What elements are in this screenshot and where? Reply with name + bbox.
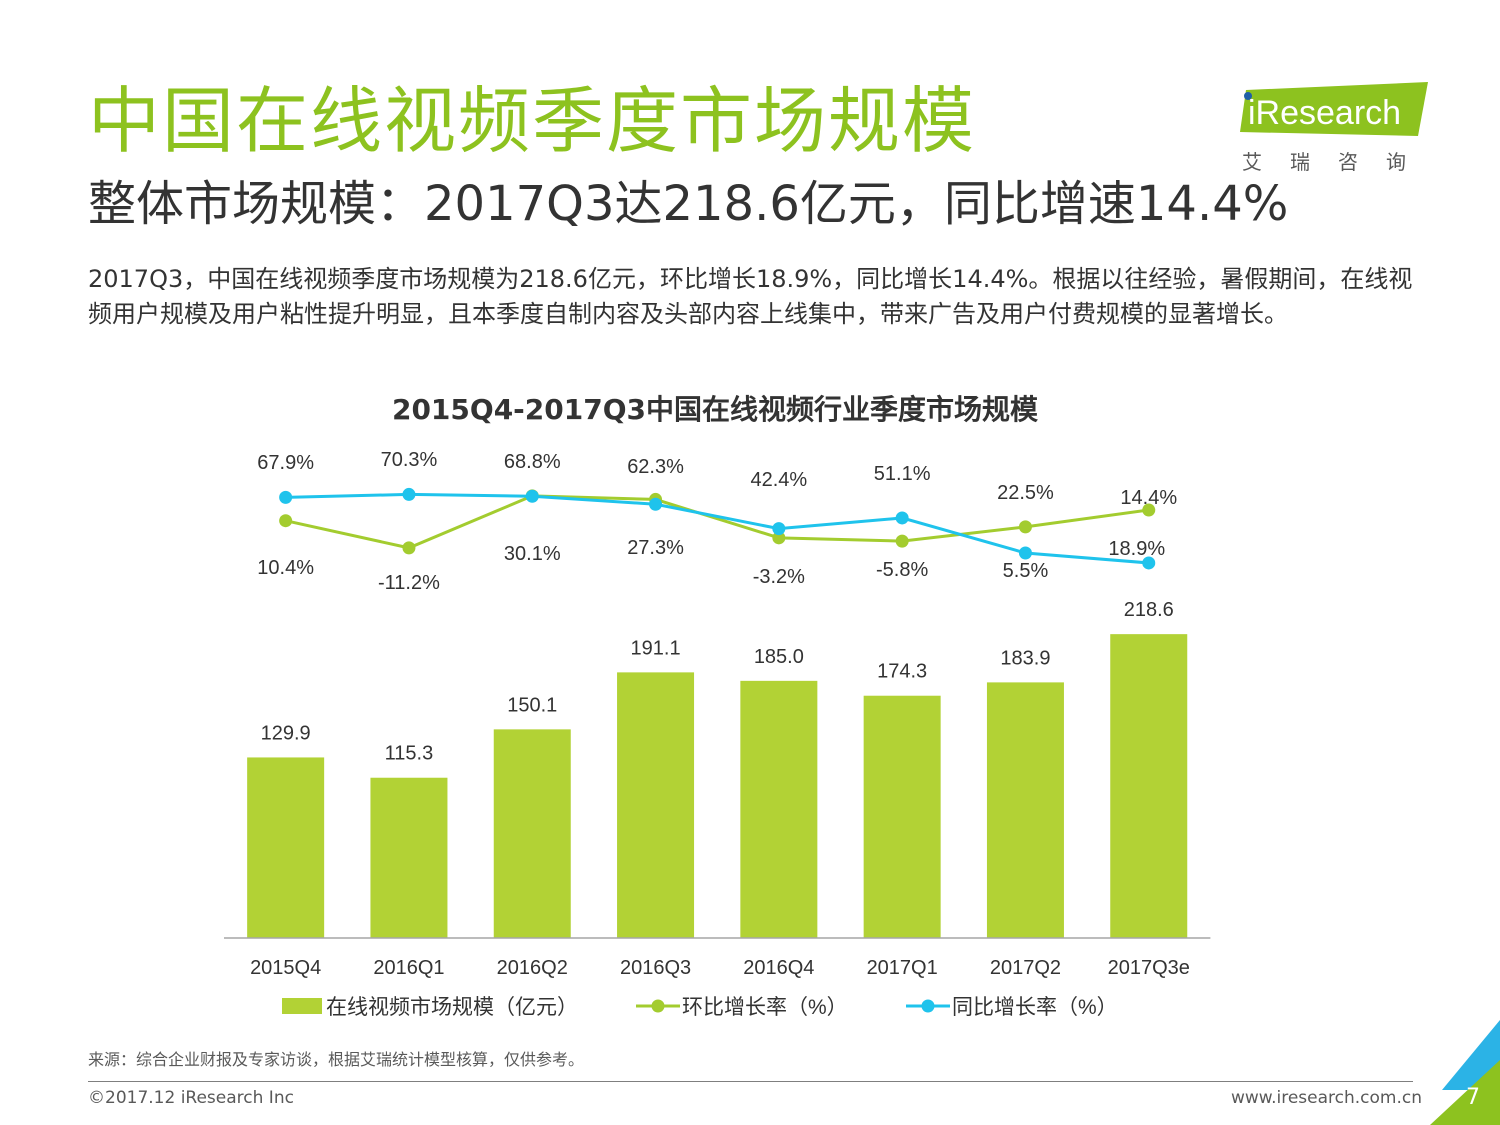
yoy-point <box>649 497 663 511</box>
yoy-value-label: 70.3% <box>381 449 438 471</box>
qoq-point <box>772 531 786 545</box>
legend-label-yoy: 同比增长率（%） <box>952 996 1118 1019</box>
qoq-value-label: 27.3% <box>627 537 684 559</box>
yoy-value-label: 62.3% <box>627 456 684 478</box>
bar-value-label: 218.6 <box>1124 599 1174 621</box>
iresearch-logo: iResearch <box>1232 82 1428 136</box>
summary-text: 2017Q3，中国在线视频季度市场规模为218.6亿元，环比增长18.9%，同比… <box>88 265 1413 328</box>
bar-value-label: 129.9 <box>261 722 311 744</box>
logo-badge-icon: iResearch <box>1240 82 1428 136</box>
bar-2017Q3e <box>1110 634 1188 938</box>
yoy-point <box>1142 556 1156 570</box>
yoy-value-label: 22.5% <box>997 482 1054 504</box>
qoq-point <box>402 541 416 555</box>
qoq-value-label: -11.2% <box>378 572 440 594</box>
bar-2017Q2 <box>986 682 1064 938</box>
bar-value-label: 185.0 <box>754 646 804 668</box>
x-tick-label: 2017Q3e <box>1108 957 1190 979</box>
x-tick-label: 2016Q3 <box>620 957 691 979</box>
legend-label-qoq: 环比增长率（%） <box>682 996 848 1019</box>
qoq-line <box>285 494 1149 550</box>
copyright: ©2017.12 iResearch Inc <box>88 1088 294 1108</box>
legend-label-bar: 在线视频市场规模（亿元） <box>326 996 578 1019</box>
source-note: 来源：综合企业财报及专家访谈，根据艾瑞统计模型核算，仅供参考。 <box>88 1050 585 1069</box>
logo-subtitle: 艾瑞咨询 <box>1242 150 1434 174</box>
legend-swatch-bar <box>282 998 322 1014</box>
x-tick-label: 2017Q1 <box>867 957 938 979</box>
yoy-value-label: 67.9% <box>257 452 314 474</box>
legend-swatch-qoq-point <box>651 999 665 1013</box>
qoq-value-label: -3.2% <box>753 566 805 588</box>
qoq-point <box>279 514 293 528</box>
yoy-value-label: 51.1% <box>874 463 931 485</box>
website-url: www.iresearch.com.cn <box>1230 1088 1422 1108</box>
qoq-value-label: -5.8% <box>876 559 928 581</box>
bar-2016Q4 <box>740 680 818 938</box>
chart-title: 2015Q4-2017Q3中国在线视频行业季度市场规模 <box>391 393 1039 426</box>
bar-2016Q1 <box>370 777 448 938</box>
qoq-value-label: 18.9% <box>1108 538 1165 560</box>
page-number: 7 <box>1466 1085 1480 1110</box>
yoy-value-label: 68.8% <box>504 451 561 473</box>
yoy-point <box>279 490 293 504</box>
yoy-value-label: 14.4% <box>1120 487 1177 509</box>
bar-value-label: 150.1 <box>507 694 557 716</box>
qoq-value-label: 5.5% <box>1003 560 1049 582</box>
bar-value-label: 191.1 <box>631 637 681 659</box>
bar-2016Q3 <box>617 672 695 938</box>
qoq-point <box>1018 520 1032 534</box>
bar-value-label: 174.3 <box>877 661 927 683</box>
qoq-value-label: 30.1% <box>504 543 561 565</box>
page-subtitle: 整体市场规模：2017Q3达218.6亿元，同比增速14.4% <box>88 176 1289 232</box>
qoq-value-label: 10.4% <box>257 557 314 579</box>
qoq-point <box>895 534 909 548</box>
yoy-value-label: 42.4% <box>750 469 807 491</box>
bar-2015Q4 <box>247 757 325 938</box>
yoy-point <box>895 511 909 525</box>
x-tick-label: 2017Q2 <box>990 957 1061 979</box>
legend-swatch-yoy-point <box>921 999 935 1013</box>
bar-value-label: 115.3 <box>385 743 434 765</box>
yoy-point <box>1018 546 1032 560</box>
x-tick-label: 2016Q1 <box>373 957 444 979</box>
x-tick-label: 2015Q4 <box>250 957 321 979</box>
yoy-point <box>402 487 416 501</box>
corner-decoration-icon <box>1430 1020 1500 1125</box>
x-tick-label: 2016Q4 <box>743 957 814 979</box>
x-tick-label: 2016Q2 <box>497 957 568 979</box>
bar-2016Q2 <box>493 729 571 938</box>
page-title: 中国在线视频季度市场规模 <box>88 79 977 163</box>
logo-text: iResearch <box>1248 94 1401 132</box>
bar-2017Q1 <box>863 695 941 938</box>
bar-value-label: 183.9 <box>1000 647 1050 669</box>
yoy-point <box>525 489 539 503</box>
yoy-line <box>285 492 1149 565</box>
footer-divider <box>88 1081 1413 1082</box>
qoq-point <box>1142 503 1156 517</box>
yoy-point <box>772 522 786 536</box>
